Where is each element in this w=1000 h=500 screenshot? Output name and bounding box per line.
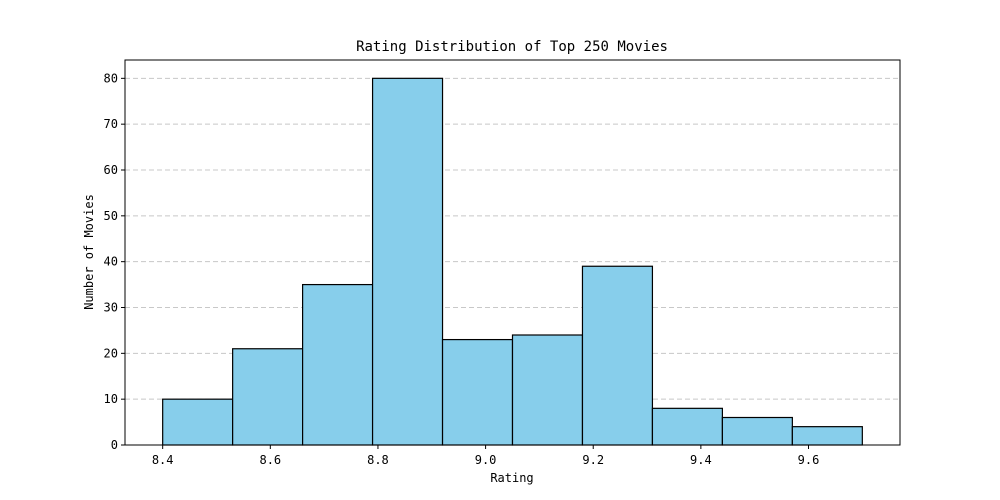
y-tick-label: 0 (111, 438, 118, 452)
x-tick-label: 9.0 (475, 453, 497, 467)
bars (162, 77, 863, 446)
histogram-bar (511, 334, 584, 446)
x-tick-label: 8.4 (152, 453, 174, 467)
x-tick-label: 9.4 (690, 453, 712, 467)
y-tick-label: 10 (104, 392, 118, 406)
histogram-bar (791, 426, 863, 446)
y-axis-label: Number of Movies (82, 194, 96, 310)
x-tick-label: 9.6 (798, 453, 820, 467)
x-axis: 8.4 8.6 8.8 9.0 9.2 9.4 9.6 (152, 445, 820, 467)
y-tick-label: 70 (104, 117, 118, 131)
y-axis: 0 10 20 30 40 50 60 70 80 (104, 71, 125, 452)
x-axis-label: Rating (490, 471, 533, 485)
histogram-bar (162, 398, 234, 446)
histogram-bar (651, 407, 723, 446)
y-tick-label: 60 (104, 163, 118, 177)
x-tick-label: 9.2 (582, 453, 604, 467)
x-tick-label: 8.6 (259, 453, 281, 467)
chart-title: Rating Distribution of Top 250 Movies (356, 39, 668, 55)
y-tick-label: 20 (104, 346, 118, 360)
y-tick-label: 80 (104, 71, 118, 85)
histogram-bar (721, 416, 793, 446)
histogram-bar (581, 265, 654, 446)
x-tick-label: 8.8 (367, 453, 389, 467)
y-tick-label: 30 (104, 301, 118, 315)
histogram-bar (441, 338, 514, 446)
histogram-bar (302, 283, 374, 446)
histogram-bar (232, 348, 304, 446)
y-tick-label: 40 (104, 255, 118, 269)
y-tick-label: 50 (104, 209, 118, 223)
plot-frame (124, 59, 901, 446)
histogram-bar (371, 77, 444, 446)
